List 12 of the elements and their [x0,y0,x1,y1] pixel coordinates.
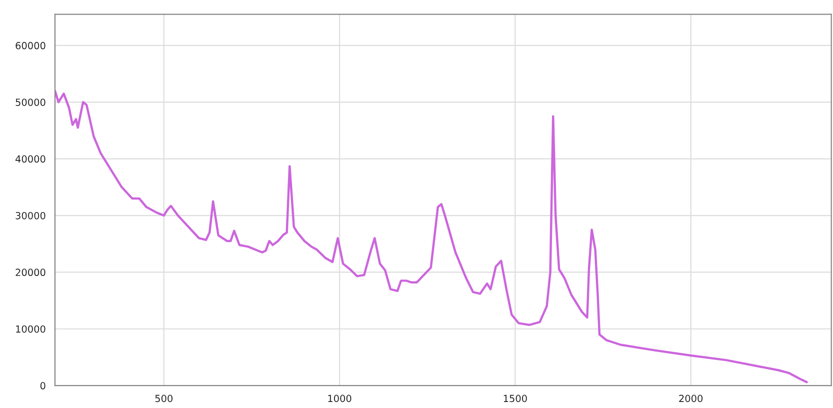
y-tick-label: 10000 [16,325,46,333]
y-tick-label: 50000 [16,98,46,106]
y-tick-label: 20000 [16,268,46,276]
x-tick-label: 1500 [504,394,527,402]
y-tick-label: 30000 [16,212,46,220]
x-tick-label: 1000 [328,394,352,402]
y-tick-label: 60000 [16,42,46,50]
x-tick-label: 500 [155,394,173,402]
x-tick-label: 2000 [679,394,703,402]
y-tick-label: 0 [40,382,46,390]
line-series [54,90,808,384]
y-tick-label: 40000 [15,155,46,163]
